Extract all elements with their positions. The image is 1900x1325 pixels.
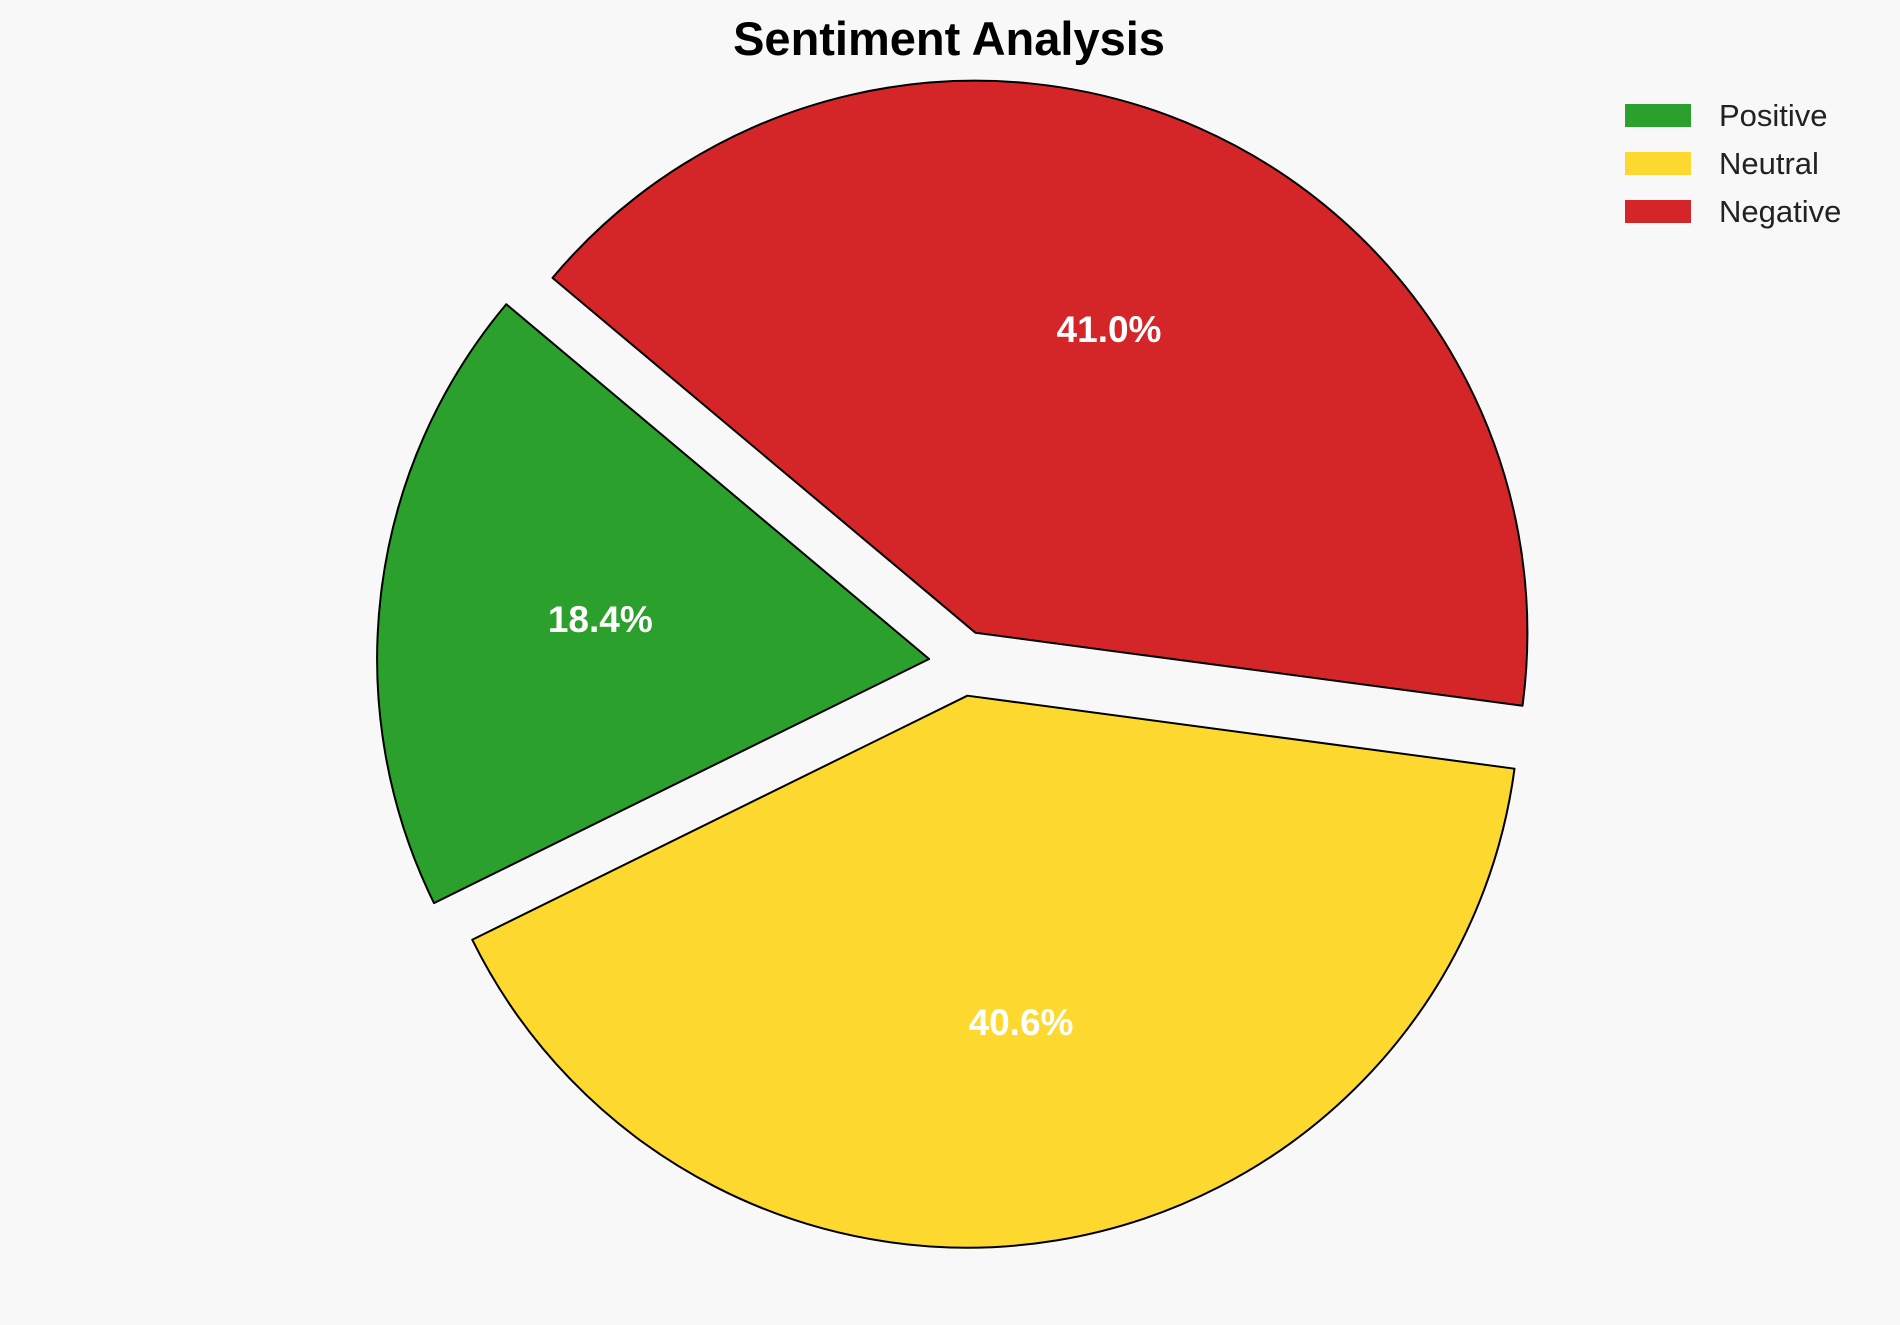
legend-label-neutral: Neutral (1719, 146, 1819, 181)
slice-label-neutral: 40.6% (969, 1002, 1074, 1043)
slice-label-positive: 18.4% (548, 599, 653, 640)
legend: Positive Neutral Negative (1625, 98, 1841, 229)
pie-slice-positive (376, 303, 931, 905)
legend-swatch-negative (1625, 200, 1691, 223)
pie-slice-negative (551, 79, 1529, 707)
chart-title: Sentiment Analysis (733, 12, 1165, 65)
pie-slice-neutral (471, 694, 1516, 1249)
pie-slices (376, 79, 1529, 1249)
pie-slice-labels: 18.4% 40.6% 41.0% (548, 309, 1162, 1043)
legend-swatch-positive (1625, 104, 1691, 127)
slice-label-negative: 41.0% (1057, 309, 1162, 350)
legend-label-negative: Negative (1719, 194, 1841, 229)
legend-label-positive: Positive (1719, 98, 1828, 133)
legend-swatch-neutral (1625, 152, 1691, 175)
